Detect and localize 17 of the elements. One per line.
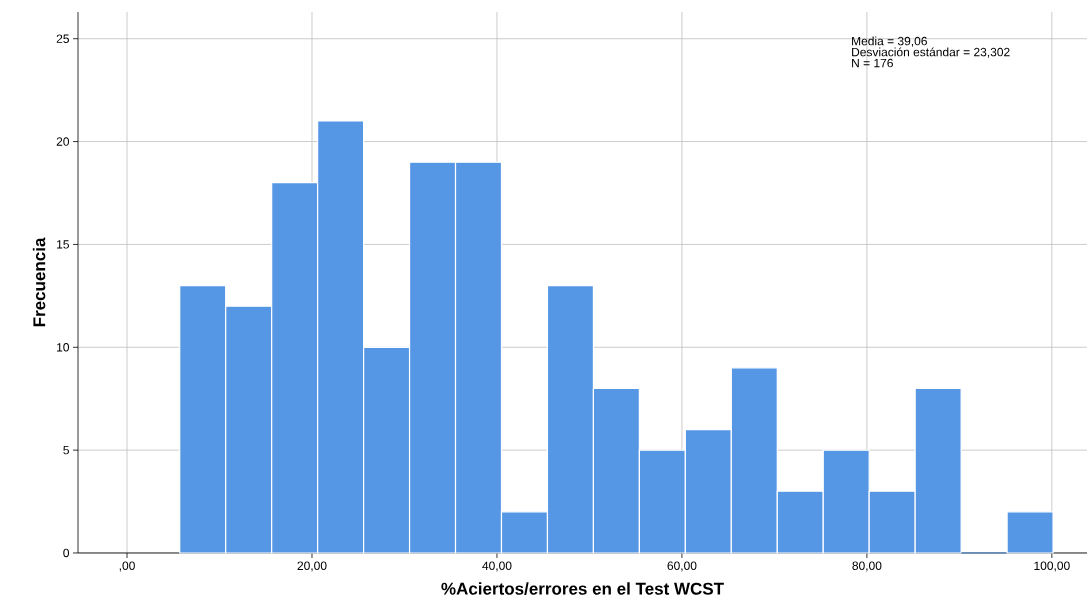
y-tick-label: 20 [56,137,70,146]
y-tick-label: 25 [56,34,69,43]
y-axis-title: Frecuencia [32,237,46,327]
y-tick-label: 0 [63,548,70,558]
x-tick-label: 20,00 [297,561,327,572]
annotation: Desviación estándar = 23,302 [852,47,1010,58]
x-tick-label: 60,00 [667,561,697,572]
y-tick-label: 5 [63,445,69,455]
x-tick-label: ,00 [119,561,135,572]
x-tick-label: 40,00 [482,561,512,572]
x-tick-label: 100,00 [1034,561,1070,572]
x-axis-title: %Aciertos/errores en el Test WCST [441,582,724,595]
annotation: N = 176 [852,58,893,68]
x-tick-label: 80,00 [852,561,882,572]
y-tick-label: 10 [57,343,70,352]
y-tick-label: 15 [57,240,69,249]
annotation: Media = 39,06 [852,36,927,47]
